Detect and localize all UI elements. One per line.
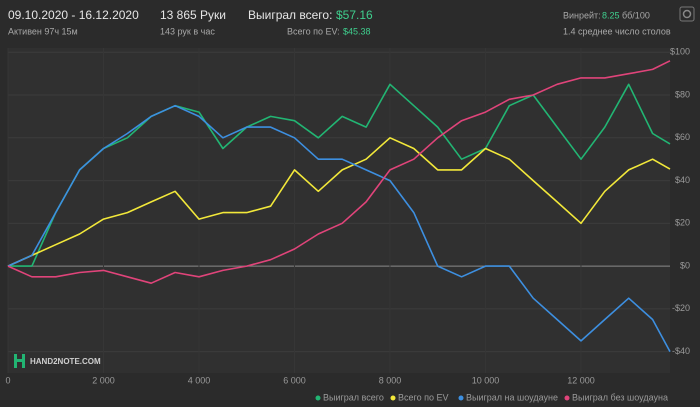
winrate-unit: бб/100 (622, 10, 650, 20)
hands-per-hour: 143 рук в час (160, 26, 215, 36)
y-tick-label: $80 (675, 89, 690, 99)
settings-frame[interactable] (679, 6, 695, 22)
x-tick-label: 10 000 (472, 375, 500, 385)
legend-label: Выиграл на шоудауне (466, 392, 558, 402)
series-line (7, 104, 671, 352)
hands: 13 865 Руки (160, 8, 226, 22)
won-label: Выиграл всего: (248, 8, 332, 22)
legend-label: Всего по EV (398, 392, 448, 402)
logo: HAND2NOTE.COM (14, 354, 101, 368)
x-tick-label: 2 000 (92, 375, 115, 385)
legend-marker (390, 395, 396, 401)
x-tick-label: 8 000 (379, 375, 402, 385)
tables: 1.4 среднее число столов (563, 26, 671, 36)
series-line (7, 137, 671, 267)
logo-bar (17, 359, 22, 362)
settings-gear[interactable] (682, 9, 692, 19)
legend-marker (458, 395, 464, 401)
plot-area (8, 48, 670, 373)
legend-marker (564, 395, 570, 401)
logo-text: HAND2NOTE.COM (30, 357, 101, 366)
winrate-value: 8.25 (602, 10, 620, 20)
legend-marker (315, 395, 321, 401)
logo-bar (22, 354, 25, 368)
active: Активен 97ч 15м (8, 26, 78, 36)
x-tick-label: 4 000 (188, 375, 211, 385)
y-tick-label: $60 (675, 132, 690, 142)
dates: 09.10.2020 - 16.12.2020 (8, 8, 139, 22)
x-tick-label: 6 000 (283, 375, 306, 385)
series-line (7, 60, 671, 284)
legend-label: Выиграл всего (323, 392, 384, 402)
y-tick-label: $100 (670, 47, 690, 57)
y-tick-label: $0 (680, 260, 690, 270)
x-tick-label: 12 000 (567, 375, 595, 385)
legend-label: Выиграл без шоудауна (572, 392, 668, 402)
won-value: $57.16 (336, 8, 373, 22)
y-tick-label: -$20 (672, 303, 690, 313)
y-tick-label: $40 (675, 175, 690, 185)
ev-value: $45.38 (343, 26, 371, 36)
y-tick-label: $20 (675, 218, 690, 228)
settings-icon[interactable] (679, 6, 695, 22)
y-tick-label: -$40 (672, 346, 690, 356)
logo-bar (14, 354, 17, 368)
x-tick-label: 0 (5, 375, 10, 385)
winrate-label: Винрейт: (563, 10, 601, 20)
ev-label: Всего по EV: (287, 26, 340, 36)
series-line (8, 83, 671, 267)
